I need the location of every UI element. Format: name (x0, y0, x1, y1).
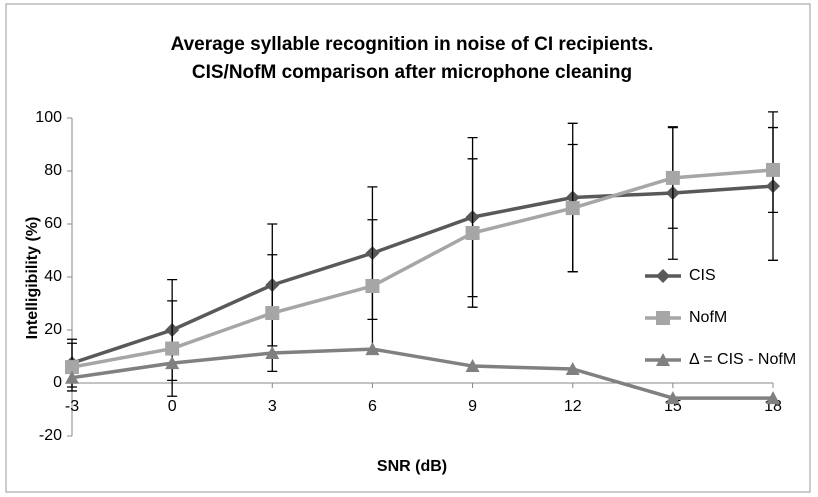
marker (565, 201, 580, 216)
marker (365, 279, 380, 294)
marker (656, 269, 670, 283)
x-axis-title: SNR (dB) (377, 458, 447, 475)
x-tick-label: 9 (468, 398, 477, 415)
legend-label: CIS (689, 267, 716, 284)
marker (656, 353, 670, 366)
chart-title: CIS/NofM comparison after microphone cle… (192, 62, 632, 83)
legend-label: NofM (689, 309, 727, 326)
x-tick-label: -3 (65, 398, 79, 415)
marker (656, 311, 670, 325)
marker (65, 360, 79, 375)
marker (165, 356, 180, 370)
marker (365, 342, 380, 356)
y-tick-label: 40 (44, 268, 62, 285)
series-line (71, 168, 774, 369)
y-tick-label: 60 (44, 215, 62, 232)
series-line (71, 347, 773, 400)
y-axis-title: Intelligibility (%) (24, 217, 41, 340)
x-tick-label: 6 (368, 398, 377, 415)
marker (65, 370, 79, 384)
chart-title: Average syllable recognition in noise of… (171, 34, 654, 55)
marker (665, 170, 680, 185)
series-line (71, 184, 774, 365)
marker (665, 391, 680, 405)
marker (265, 346, 280, 360)
marker (465, 359, 480, 373)
y-tick-label: 20 (44, 321, 62, 338)
x-tick-label: 0 (168, 398, 177, 415)
x-tick-label: 3 (268, 398, 277, 415)
x-tick-label: 12 (564, 398, 582, 415)
chart-border (5, 3, 811, 493)
y-tick-label: 80 (44, 162, 62, 179)
marker (766, 391, 780, 405)
marker (766, 162, 780, 177)
marker (465, 226, 480, 241)
marker (265, 306, 280, 321)
legend-label: Δ = CIS - NofM (689, 351, 796, 368)
marker (165, 341, 180, 356)
marker (565, 361, 580, 375)
y-tick-label: -20 (39, 427, 62, 444)
y-tick-label: 0 (53, 374, 62, 391)
y-tick-label: 100 (35, 109, 62, 126)
